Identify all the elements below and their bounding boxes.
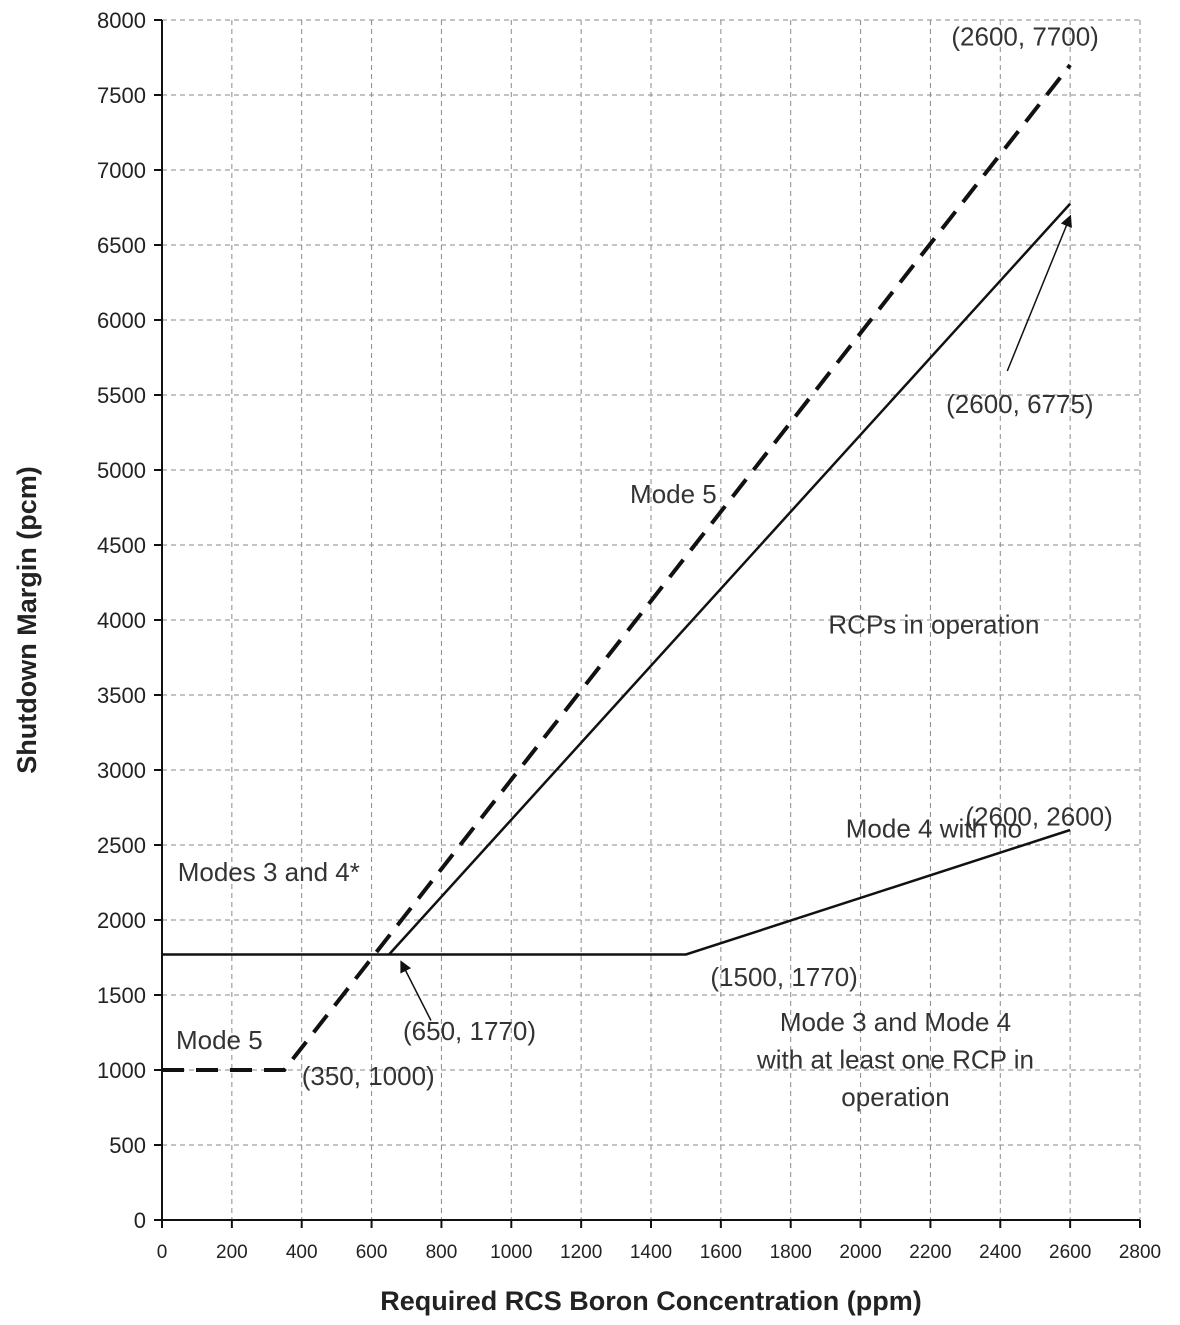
y-tick-label: 6000: [97, 308, 146, 333]
y-tick-label: 6500: [97, 233, 146, 258]
labels: (2600, 7700) (2600, 6775) Mode 5 Mode 4 wit…: [176, 22, 1113, 1113]
y-tick-label: 3500: [97, 683, 146, 708]
annotation-label: (350, 1000): [302, 1061, 435, 1091]
x-tick-label: 400: [286, 1242, 318, 1263]
annotation-label: Modes 3 and 4*: [178, 857, 360, 887]
x-tick-label: 1600: [700, 1242, 742, 1263]
x-tick-label: 1800: [770, 1242, 812, 1263]
series-lines: [162, 63, 1072, 1072]
y-tick-label: 7500: [97, 83, 146, 108]
y-tick-label: 1500: [97, 983, 146, 1008]
y-tick-label: 500: [109, 1133, 146, 1158]
annotation-label: with at least one RCP in: [756, 1045, 1034, 1075]
y-tick-label: 3000: [97, 758, 146, 783]
y-tick-label: 5000: [97, 458, 146, 483]
y-tick-label: 0: [134, 1208, 146, 1233]
annotation-label: RCPs in operation: [828, 610, 1039, 640]
annotation-label: Mode 4 with no: [846, 814, 1022, 844]
annotation-label: Mode 5: [176, 1025, 263, 1055]
annotation-label: (650, 1770): [403, 1016, 536, 1046]
series-line-dashed: [162, 63, 1072, 1072]
x-tick-label: 800: [426, 1242, 458, 1263]
y-tick-label: 2500: [97, 833, 146, 858]
y-tick-label: 2000: [97, 908, 146, 933]
x-tick-label: 2000: [839, 1242, 881, 1263]
annotation-label: (1500, 1770): [710, 962, 857, 992]
y-tick-label: 8000: [97, 8, 146, 33]
x-tick-label: 2200: [909, 1242, 951, 1263]
annotation-label: operation: [841, 1082, 949, 1112]
x-tick-label: 1000: [490, 1242, 532, 1263]
x-tick-label: 2600: [1049, 1242, 1091, 1263]
y-tick-label: 1000: [97, 1058, 146, 1083]
arrow-650: [400, 960, 432, 1021]
y-tick-label: 5500: [97, 383, 146, 408]
x-tick-label: 2400: [979, 1242, 1021, 1263]
annotation-label: (2600, 2600): [965, 802, 1112, 832]
x-tick-label: 0: [157, 1242, 168, 1263]
grid: [162, 19, 1141, 1220]
y-tick-label: 4500: [97, 533, 146, 558]
x-tick-label: 600: [356, 1242, 388, 1263]
x-tick-label: 1200: [560, 1242, 602, 1263]
axes: 0500100015002000250030003500400045005000…: [97, 8, 1161, 1263]
annotation-label: (2600, 7700): [951, 22, 1098, 52]
series-line-solid: [388, 202, 1072, 956]
arrow-6775: [1006, 214, 1072, 372]
y-tick-label: 7000: [97, 158, 146, 183]
x-tick-label: 1400: [630, 1242, 672, 1263]
x-tick-label: 2800: [1119, 1242, 1161, 1263]
annotation-label: Mode 5: [630, 479, 717, 509]
annotation-arrows: [400, 214, 1072, 1021]
x-axis-title: Required RCS Boron Concentration (ppm): [380, 1286, 922, 1316]
series-line-solid: [162, 828, 1071, 956]
y-tick-label: 4000: [97, 608, 146, 633]
annotation-label: Mode 3 and Mode 4: [780, 1007, 1011, 1037]
annotation-label: (2600, 6775): [946, 389, 1093, 419]
x-tick-label: 200: [216, 1242, 248, 1263]
y-axis-title: Shutdown Margin (pcm): [12, 466, 42, 773]
